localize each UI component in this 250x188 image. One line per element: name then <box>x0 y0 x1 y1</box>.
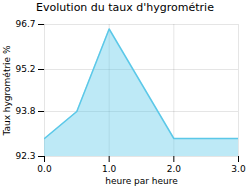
svg-text:96.7: 96.7 <box>15 19 35 29</box>
svg-text:heure par heure: heure par heure <box>105 176 178 186</box>
svg-text:3.0: 3.0 <box>231 164 246 174</box>
svg-text:2.0: 2.0 <box>167 164 182 174</box>
svg-text:0.0: 0.0 <box>37 164 52 174</box>
svg-text:Taux hygrométrie %: Taux hygrométrie % <box>2 45 12 137</box>
svg-text:92.3: 92.3 <box>15 151 35 161</box>
svg-text:93.8: 93.8 <box>15 106 35 116</box>
svg-text:1.0: 1.0 <box>102 164 117 174</box>
html-text:Evolution du taux d'hygrométri: Evolution du taux d'hygrométrie <box>36 1 214 14</box>
svg-text:95.2: 95.2 <box>15 64 35 74</box>
